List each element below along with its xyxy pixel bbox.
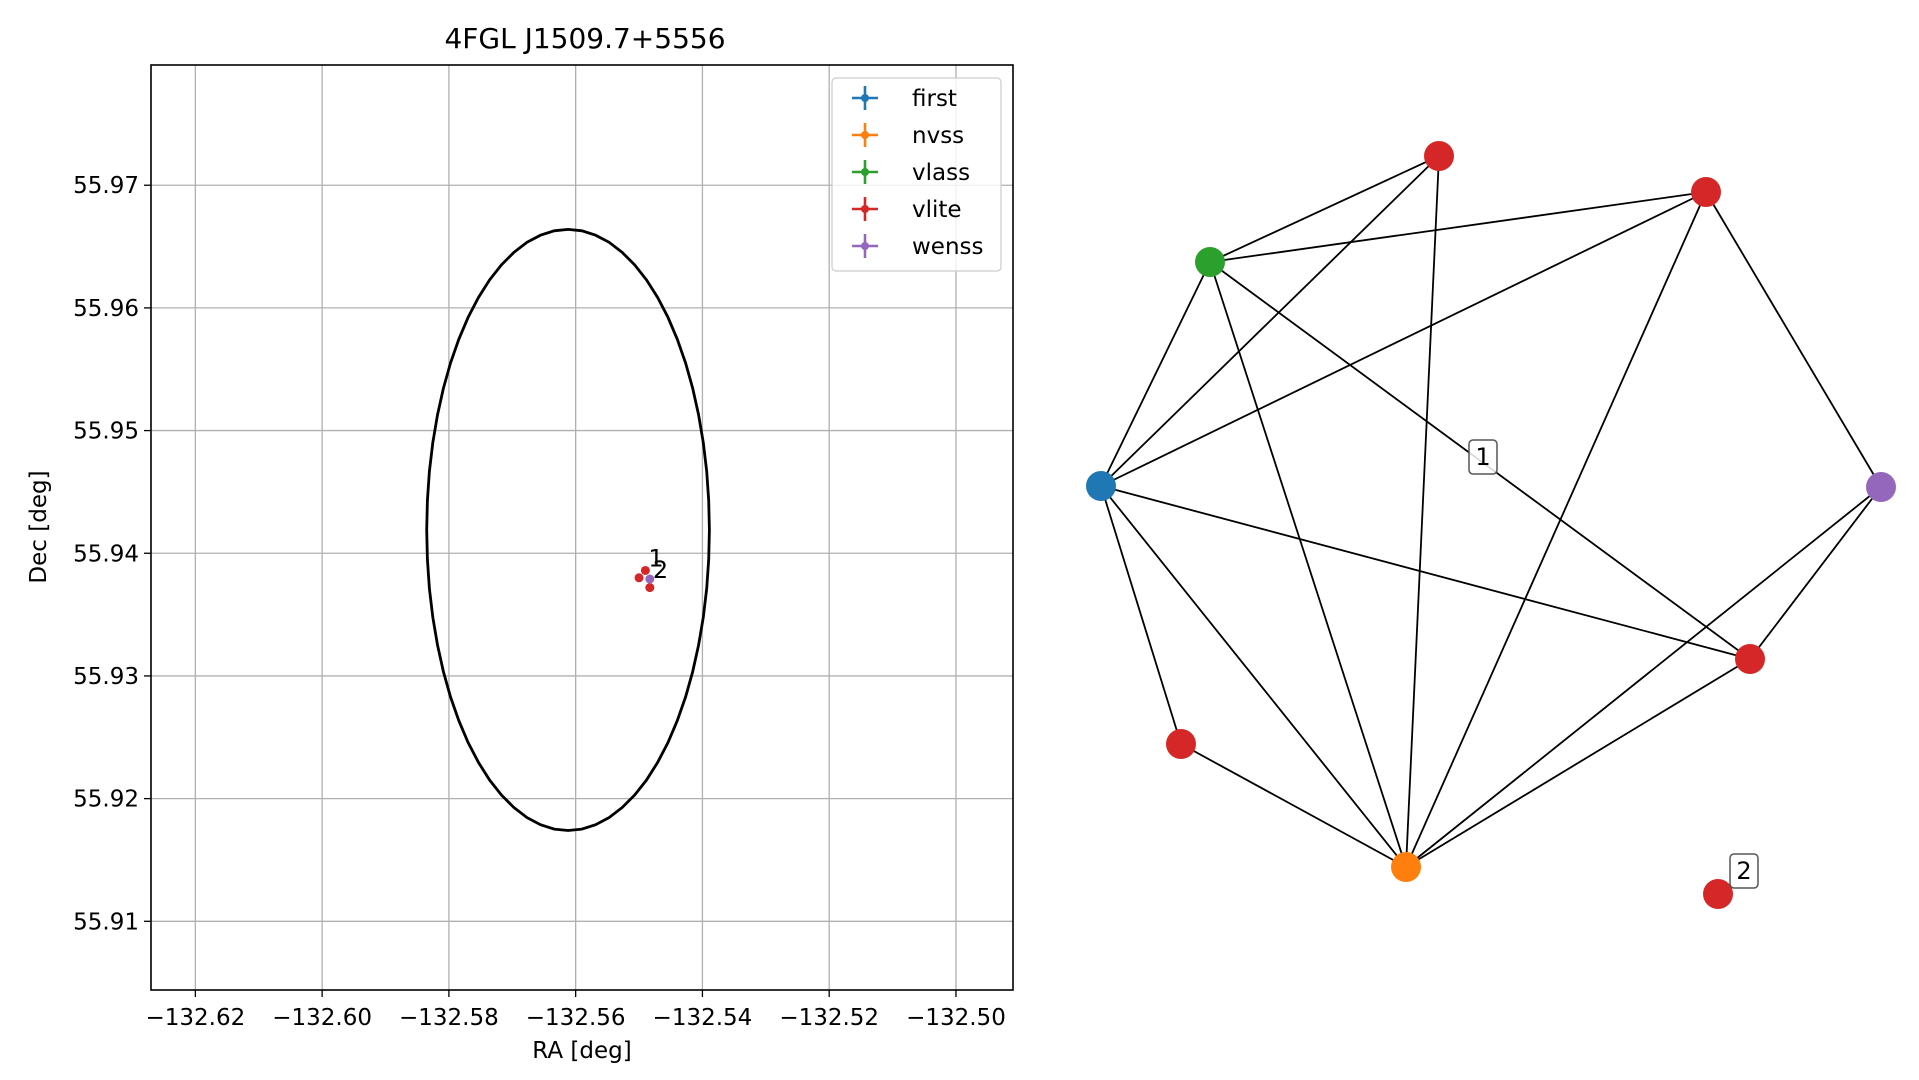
legend-marker-dot — [861, 205, 869, 213]
network-node-first — [1086, 471, 1116, 501]
x-tick-label: −132.60 — [272, 1005, 372, 1031]
network-edge — [1100, 261, 1211, 487]
network-label-layer: 12 — [1468, 439, 1759, 889]
y-tick-label: 55.97 — [73, 173, 139, 199]
network-node-vlite — [1691, 177, 1721, 207]
annotation-layer: 12 — [648, 544, 668, 584]
network-edge — [1100, 155, 1440, 487]
network-edge — [1209, 261, 1407, 868]
legend-label: vlite — [912, 197, 962, 223]
network-node-vlite — [1424, 141, 1454, 171]
legend: first nvss vlass vlite wenss — [831, 77, 1002, 272]
network-label-text: 2 — [1736, 857, 1751, 885]
legend-marker-dot — [861, 131, 869, 139]
network-edge — [1100, 485, 1751, 660]
y-tick-label: 55.95 — [73, 419, 139, 445]
scatter-panel: 4FGL J1509.7+5556 12 −132.62 −132.60 −132.… — [26, 22, 1014, 1064]
uncertainty-ellipse — [425, 227, 711, 832]
x-tick-label: −132.58 — [399, 1005, 499, 1031]
network-label: 1 — [1468, 439, 1498, 475]
y-tick-label: 55.96 — [73, 296, 139, 322]
y-tick-label: 55.94 — [73, 541, 139, 567]
x-axis-title: RA [deg] — [532, 1038, 631, 1064]
x-tick-label: −132.50 — [906, 1005, 1006, 1031]
network-edge — [1705, 191, 1882, 488]
legend-marker-dot — [861, 168, 869, 176]
x-tick-label: −132.54 — [653, 1005, 753, 1031]
network-edge — [1209, 191, 1707, 263]
network-node-vlite — [1703, 879, 1733, 909]
x-tick-label: −132.62 — [145, 1005, 245, 1031]
network-edge — [1209, 155, 1440, 263]
network-label-text: 1 — [1475, 443, 1490, 471]
vlite-point — [640, 565, 650, 575]
annotation-label: 2 — [653, 556, 668, 584]
legend-label: wenss — [912, 234, 984, 260]
legend-label: vlass — [912, 160, 970, 186]
x-tick-label: −132.52 — [779, 1005, 879, 1031]
legend-box — [831, 77, 1002, 272]
wenss-point — [645, 574, 655, 584]
network-edge — [1100, 191, 1707, 487]
y-axis-title: Dec [deg] — [26, 470, 52, 583]
annotation-label: 1 — [648, 544, 663, 572]
legend-label: first — [912, 86, 957, 112]
x-ticks: −132.62 −132.60 −132.58 −132.56 −132.54 −132.… — [145, 990, 1006, 1031]
legend-entry-vlass: vlass — [852, 160, 970, 186]
network-edge — [1180, 743, 1407, 868]
network-edge — [1100, 485, 1182, 745]
network-node-vlite — [1166, 729, 1196, 759]
y-tick-label: 55.93 — [73, 664, 139, 690]
network-edge — [1749, 486, 1882, 660]
node-layer — [1086, 141, 1896, 909]
plot-frame — [150, 64, 1014, 991]
legend-label: nvss — [912, 123, 964, 149]
network-label-box — [1468, 439, 1498, 475]
network-edge — [1405, 191, 1707, 868]
network-node-nvss — [1391, 852, 1421, 882]
vlite-point — [645, 583, 655, 593]
legend-entry-wenss: wenss — [852, 234, 984, 260]
uncertainty-ellipse-layer — [425, 227, 711, 832]
legend-marker-dot — [861, 242, 869, 250]
y-tick-label: 55.92 — [73, 787, 139, 813]
edge-layer — [1100, 155, 1882, 868]
legend-marker-dot — [861, 94, 869, 102]
network-edge — [1405, 486, 1882, 868]
data-points-layer — [634, 565, 655, 593]
network-node-vlite — [1735, 644, 1765, 674]
network-label: 2 — [1729, 853, 1759, 889]
y-tick-label: 55.91 — [73, 909, 139, 935]
legend-entry-first: first — [852, 86, 957, 112]
network-label-box — [1729, 853, 1759, 889]
network-edge — [1100, 485, 1407, 868]
network-edge — [1405, 155, 1440, 868]
network-edge — [1405, 658, 1751, 868]
network-node-vlass — [1195, 247, 1225, 277]
legend-entry-vlite: vlite — [852, 197, 962, 223]
network-node-wenss — [1866, 472, 1896, 502]
network-panel: 12 — [1086, 141, 1896, 909]
legend-entry-nvss: nvss — [852, 123, 964, 149]
y-ticks: 55.91 55.92 55.93 55.94 55.95 55.96 55.97 — [73, 173, 151, 935]
legend-entries: first nvss vlass vlite wenss — [852, 86, 984, 260]
plot-title: 4FGL J1509.7+5556 — [444, 22, 725, 55]
vlite-point — [634, 573, 644, 583]
x-tick-label: −132.56 — [526, 1005, 626, 1031]
